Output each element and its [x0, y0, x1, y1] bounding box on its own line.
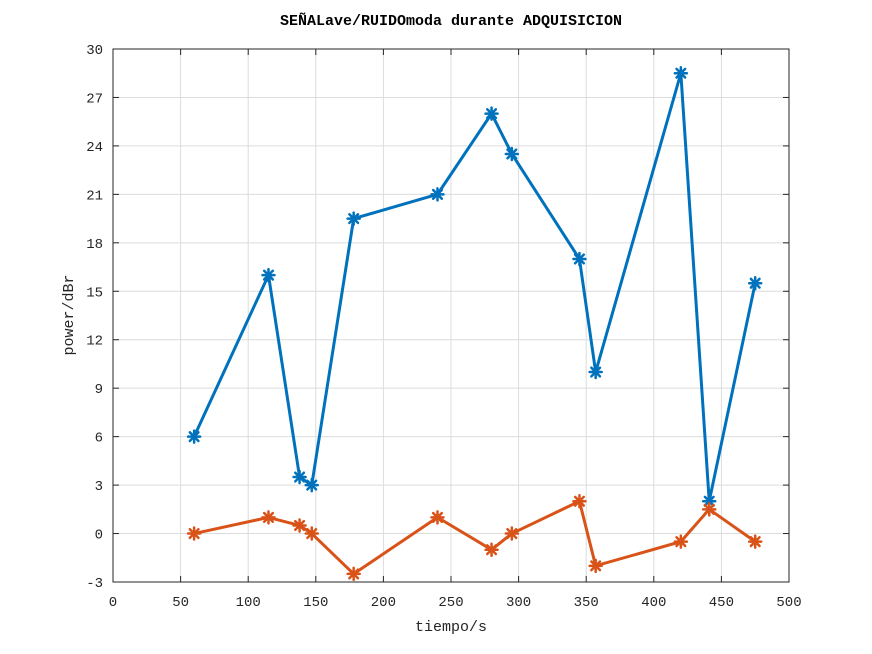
x-axis-label: tiempo/s [415, 619, 487, 636]
asterisk-marker-stroke [590, 366, 602, 378]
asterisk-marker-stroke [306, 479, 318, 491]
series-2-point [292, 518, 307, 533]
y-tick-label: 6 [95, 431, 103, 447]
series-2-point [186, 526, 202, 541]
series-1-point [292, 469, 307, 485]
series-2-point [588, 558, 603, 574]
series-2-point [572, 493, 587, 509]
y-tick-label: 9 [95, 382, 103, 398]
asterisk-marker-stroke [262, 269, 275, 281]
series-1-point [430, 187, 445, 202]
asterisk-marker-stroke [573, 495, 586, 507]
series-2-point [484, 542, 499, 557]
asterisk-marker-stroke [294, 519, 306, 532]
asterisk-marker-stroke [485, 108, 498, 120]
x-tick-label: 400 [641, 595, 666, 611]
asterisk-marker-stroke [431, 511, 444, 523]
x-tick-label: 450 [709, 595, 734, 611]
series-1-point [186, 429, 202, 444]
x-tick-label: 100 [236, 595, 261, 611]
series-2-point [504, 526, 520, 541]
x-tick-label: 300 [506, 595, 531, 611]
series-1-point [304, 477, 319, 493]
asterisk-marker-stroke [431, 188, 444, 200]
series-1-point [673, 65, 689, 81]
series-layer [186, 65, 763, 582]
asterisk-marker-stroke [590, 560, 602, 572]
y-tick-label: 0 [95, 528, 103, 544]
series-1-point [484, 106, 499, 121]
asterisk-marker-stroke [294, 471, 306, 483]
series-2-point [701, 502, 717, 517]
series-2-point [261, 510, 276, 525]
asterisk-marker-stroke [703, 503, 715, 515]
y-tick-label: -3 [86, 576, 103, 592]
y-tick-label: 12 [86, 334, 103, 350]
asterisk-marker-stroke [675, 67, 687, 79]
asterisk-marker-stroke [485, 544, 498, 556]
asterisk-marker-stroke [749, 536, 761, 548]
asterisk-marker-stroke [188, 431, 200, 443]
x-tick-label: 500 [776, 595, 801, 611]
series-2-point [304, 526, 319, 541]
series-2-point [673, 534, 689, 549]
asterisk-marker-stroke [573, 253, 586, 265]
asterisk-marker-stroke [262, 511, 275, 523]
series-1-point [747, 275, 763, 291]
y-axis-label: power/dBr [61, 274, 78, 355]
y-tick-label: 30 [86, 43, 103, 59]
x-tick-label: 50 [172, 595, 189, 611]
asterisk-marker-stroke [348, 568, 360, 580]
asterisk-marker-stroke [749, 277, 761, 289]
series-2-point [430, 510, 445, 525]
asterisk-marker-stroke [306, 527, 318, 540]
y-tick-label: 15 [86, 285, 103, 301]
x-tick-label: 200 [371, 595, 396, 611]
y-tick-label: 21 [86, 188, 103, 204]
x-tick-label: 350 [574, 595, 599, 611]
asterisk-marker-stroke [506, 527, 518, 540]
chart-title: SEÑALave/RUIDOmoda durante ADQUISICION [280, 12, 622, 30]
asterisk-marker-stroke [188, 527, 200, 540]
x-tick-label: 250 [438, 595, 463, 611]
series-1-point [261, 267, 276, 283]
series-2-point [747, 534, 763, 549]
series-1-point [588, 364, 603, 380]
ticks: 0 50 100 150 200 250 300 350 400 450 500 -3 0 3 6 9 12 15… [86, 43, 801, 611]
asterisk-marker-stroke [506, 148, 518, 160]
asterisk-marker-stroke [675, 536, 687, 548]
asterisk-marker-stroke [703, 495, 715, 507]
x-tick-label: 0 [109, 595, 117, 611]
series-1-point [346, 211, 361, 226]
series-1-point [504, 146, 520, 162]
series-2-point [346, 566, 361, 582]
y-tick-label: 27 [86, 91, 103, 107]
y-tick-label: 24 [86, 140, 103, 156]
y-tick-label: 3 [95, 479, 103, 495]
x-tick-label: 150 [303, 595, 328, 611]
asterisk-marker-stroke [348, 213, 360, 225]
y-tick-label: 18 [86, 237, 103, 253]
series-1-point [572, 251, 587, 267]
